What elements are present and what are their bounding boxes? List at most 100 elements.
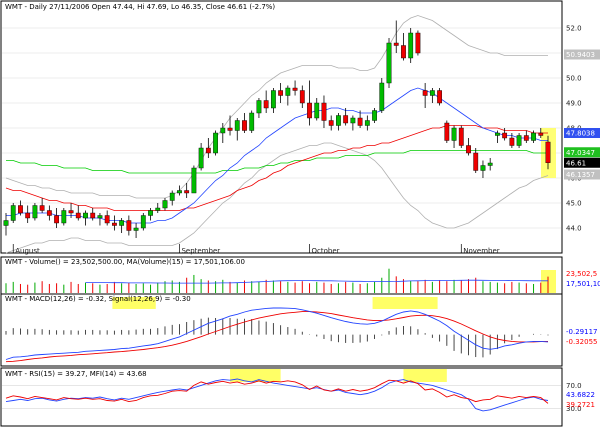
candle (205, 138, 211, 158)
rsi-tick-label: 70.0 (566, 382, 582, 390)
price-tick-label: 52.0 (566, 25, 582, 33)
candle (61, 208, 67, 226)
candle (162, 198, 168, 211)
candle-body (61, 210, 67, 224)
candle-body (415, 32, 421, 54)
candle (227, 115, 233, 136)
volume-value-label: 17,501,10 (566, 280, 600, 288)
candle-body (437, 90, 442, 104)
candle-body (386, 42, 392, 84)
candle (401, 33, 406, 61)
candle (169, 190, 175, 206)
rsi-line (5, 379, 549, 404)
price-value-label: 46.61 (566, 159, 586, 167)
candle-body (25, 212, 31, 219)
macd-signal-line (5, 311, 549, 363)
date-tick-label: September (181, 247, 220, 255)
rsi-panel-frame (0, 367, 563, 427)
candle-body (155, 207, 161, 211)
candle (408, 28, 414, 63)
price-value-label: 46.1357 (566, 171, 595, 179)
date-tick-label: August (15, 247, 40, 255)
candle (495, 130, 500, 143)
candle-body (162, 200, 168, 209)
candle-body (393, 42, 399, 46)
candle (119, 218, 125, 233)
candle (516, 133, 522, 148)
candle (393, 20, 399, 53)
candle (307, 80, 312, 126)
candle-body (213, 132, 218, 154)
candle-body (68, 210, 74, 214)
candle-body (18, 205, 23, 214)
rsi-highlight (230, 369, 281, 382)
ma-long-line (6, 150, 548, 174)
candle-body (480, 165, 486, 171)
candle-body (487, 162, 493, 166)
candle-body (307, 102, 312, 119)
candle (451, 125, 457, 148)
candle-body (364, 120, 370, 126)
price-value-labels: 50.9403 47.8038 47.0347 46.61 46.1357 (564, 49, 600, 180)
candle (386, 38, 392, 88)
bollinger-lower-line (5, 142, 549, 254)
candle-body (220, 127, 226, 134)
candle-body (451, 127, 457, 141)
candle (379, 78, 385, 113)
candle-body (473, 152, 479, 171)
candle (422, 83, 428, 108)
candle (263, 90, 269, 113)
bollinger-bands (5, 15, 549, 254)
rsi-highlight (403, 369, 447, 382)
candle-body (299, 90, 305, 104)
candle-body (429, 90, 435, 96)
candle (415, 30, 421, 56)
volume-title: WMT - Volume() = 23,502,500.00, MA(Volum… (5, 258, 245, 266)
candle-body (509, 137, 515, 146)
candle-body (458, 127, 464, 146)
candle-body (3, 220, 9, 226)
candle-body (545, 141, 551, 163)
candle-body (350, 117, 356, 124)
candle-body (408, 32, 414, 59)
candle (18, 200, 23, 216)
rsi-tick-label: 30.0 (566, 405, 582, 413)
candle (32, 203, 38, 221)
price-value-label: 47.8038 (566, 130, 595, 138)
ma-short-line (6, 87, 548, 224)
candle-body (343, 115, 349, 124)
candle-body (321, 102, 327, 121)
candle (372, 108, 377, 123)
candle-body (184, 190, 190, 194)
macd-line (5, 307, 549, 360)
candle (220, 123, 226, 143)
candle (458, 125, 464, 148)
volume-ma-line (85, 279, 548, 284)
candle-body (198, 147, 204, 169)
rsi-value-label: 43.6822 (566, 391, 595, 399)
volume-panel: 23,502,5 17,501,10 (5, 268, 600, 293)
candle (531, 130, 536, 143)
price-value-label-bg (564, 49, 600, 60)
moving-averages (5, 87, 548, 224)
volume-value-label: 23,502,5 (566, 270, 597, 278)
macd-value-label: -0.29117 (566, 328, 597, 336)
candle-body (357, 117, 363, 126)
candle (278, 83, 284, 103)
candle (523, 130, 529, 143)
candle-body (538, 132, 544, 136)
price-value-label: 50.9403 (566, 51, 595, 59)
candle-body (32, 205, 38, 219)
candle (502, 128, 508, 141)
candle-body (401, 45, 406, 59)
candle-body (263, 100, 269, 109)
candle-body (75, 212, 81, 219)
candle (299, 85, 305, 108)
price-value-label-bg (564, 128, 600, 138)
candle (509, 133, 515, 148)
candle (350, 115, 356, 131)
candle-body (278, 90, 284, 96)
candle (54, 208, 59, 228)
